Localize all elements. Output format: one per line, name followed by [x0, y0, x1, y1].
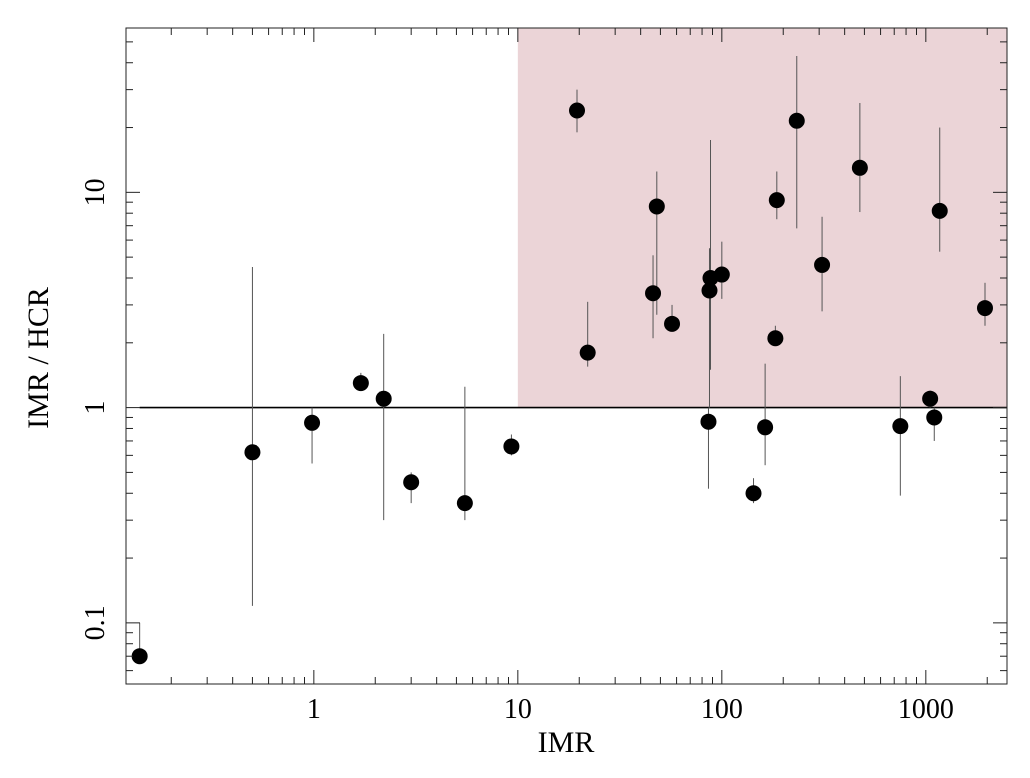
- data-point: [304, 414, 321, 431]
- plot-frame: [125, 27, 1008, 685]
- data-point: [131, 648, 148, 665]
- data-point: [456, 495, 473, 512]
- data-point: [851, 159, 868, 176]
- y-tick-label: 10: [80, 178, 111, 206]
- y-axis: 0.1 1 10: [80, 41, 1007, 672]
- data-point: [664, 315, 681, 332]
- data-point: [403, 474, 420, 491]
- data-point: [767, 330, 784, 347]
- y-axis-label: IMR / HCR: [22, 287, 55, 429]
- x-axis-label: IMR: [538, 726, 595, 759]
- data-point: [244, 444, 261, 461]
- highlight-region: [517, 28, 1007, 408]
- data-point: [976, 300, 993, 317]
- data-point: [700, 413, 717, 430]
- x-tick-label: 10: [504, 694, 532, 725]
- y-tick-label: 1: [80, 401, 111, 415]
- data-point: [701, 282, 718, 299]
- x-axis: 1 10 100 1000: [170, 28, 988, 725]
- data-point: [648, 198, 665, 215]
- data-point: [375, 390, 392, 407]
- x-tick-label: 1000: [898, 694, 954, 725]
- data-point: [814, 256, 831, 273]
- data-point: [757, 419, 774, 436]
- data-point: [788, 112, 805, 129]
- data-point: [931, 202, 948, 219]
- data-point: [768, 192, 785, 209]
- data-point: [503, 438, 520, 455]
- data-point: [579, 344, 596, 361]
- data-points: [131, 102, 993, 665]
- x-tick-label: 1: [307, 694, 321, 725]
- data-point: [713, 266, 730, 283]
- data-point: [745, 485, 762, 502]
- data-point: [922, 390, 939, 407]
- data-point: [892, 418, 909, 435]
- x-tick-label: 100: [701, 694, 743, 725]
- y-tick-label: 0.1: [80, 605, 111, 640]
- data-point: [352, 375, 369, 392]
- data-point: [926, 409, 943, 426]
- data-point: [569, 102, 586, 119]
- data-point: [645, 285, 662, 302]
